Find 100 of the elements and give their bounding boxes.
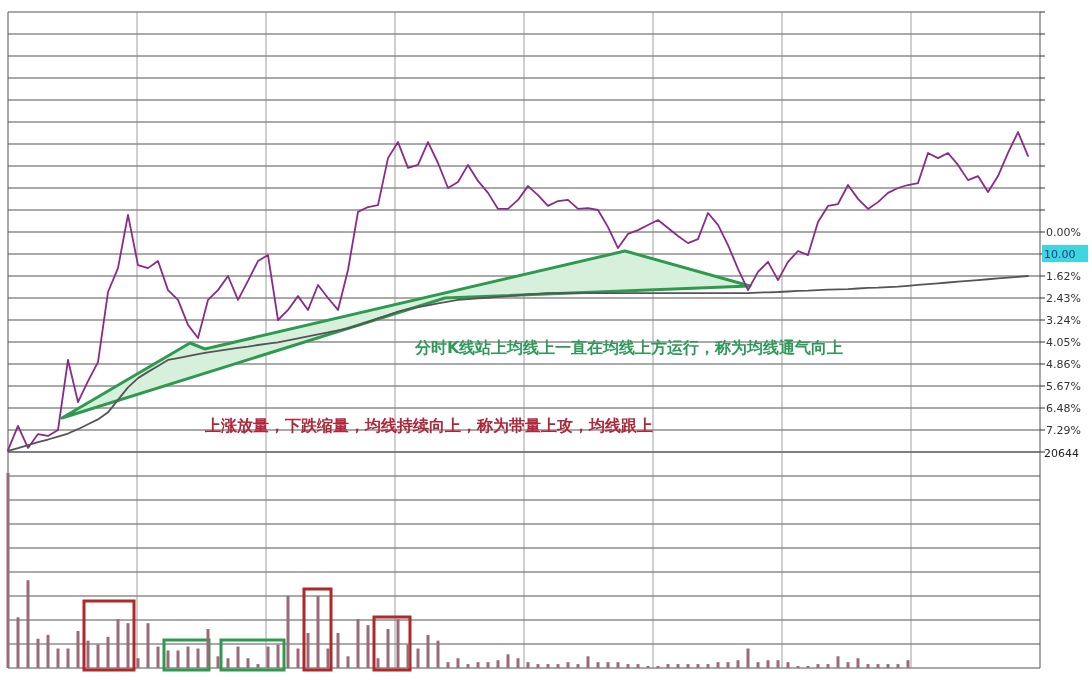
bar (496, 660, 500, 668)
bar (366, 625, 370, 668)
bar (76, 630, 80, 668)
bar (426, 634, 430, 668)
bar (746, 648, 750, 668)
bar (686, 664, 690, 668)
text: 20644 (1044, 447, 1079, 460)
y-tick-label: 2.43% (1046, 292, 1081, 305)
bar (236, 646, 240, 668)
bar (406, 644, 410, 668)
bar (196, 648, 200, 668)
bar (586, 656, 590, 668)
bar (736, 660, 740, 668)
bar (256, 664, 260, 668)
bar (596, 662, 600, 668)
bar (526, 662, 530, 668)
bar (726, 662, 730, 668)
bar (506, 654, 510, 668)
bar (846, 662, 850, 668)
bar (266, 646, 270, 668)
bar (386, 629, 390, 668)
bar (276, 644, 280, 668)
bar (126, 623, 130, 668)
bar (346, 656, 350, 668)
bar (146, 623, 150, 668)
bar (116, 619, 120, 668)
bar (776, 660, 780, 668)
bar (666, 664, 670, 668)
bar (856, 658, 860, 668)
bar (816, 664, 820, 668)
y-tick-label: 0.00% (1046, 226, 1081, 239)
y-tick-label: 6.48% (1046, 402, 1081, 415)
bar (296, 648, 300, 668)
bar (86, 640, 90, 668)
bar (226, 658, 230, 668)
bar (16, 617, 20, 668)
bar (26, 580, 30, 668)
bar (716, 662, 720, 668)
bar (636, 664, 640, 668)
y-tick-label: 1.62% (1046, 270, 1081, 283)
bar (836, 656, 840, 668)
bar (286, 595, 290, 668)
bar (156, 646, 160, 668)
y-tick-label: 3.24% (1046, 314, 1081, 327)
bar (356, 619, 360, 668)
y-tick-label: 7.29% (1046, 424, 1081, 437)
bar (786, 662, 790, 668)
bar (96, 644, 100, 668)
bar (176, 650, 180, 668)
bar (376, 658, 380, 668)
bar (546, 664, 550, 668)
bar (46, 634, 50, 668)
bar (66, 648, 70, 668)
text: 10.00 (1044, 248, 1076, 261)
bar (36, 638, 40, 668)
annotation: 上涨放量，下跌缩量，均线持续向上，称为带量上攻，均线跟上 (204, 416, 653, 435)
bar (326, 648, 330, 668)
bar (876, 664, 880, 668)
bar (476, 662, 480, 668)
bar (6, 473, 10, 668)
bar (906, 660, 910, 668)
bar (626, 664, 630, 668)
bar (536, 664, 540, 668)
bar (106, 636, 110, 668)
bar (446, 662, 450, 668)
bar (206, 629, 210, 668)
bar (566, 662, 570, 668)
bar (136, 658, 140, 668)
bar (756, 662, 760, 668)
bar (316, 595, 320, 668)
bar (616, 662, 620, 668)
bar (826, 664, 830, 668)
bar (766, 660, 770, 668)
bar (336, 632, 340, 668)
bar (436, 640, 440, 668)
bar (576, 664, 580, 668)
annotation: 分时K线站上均线上一直在均线上方运行，称为均线通气向上 (414, 338, 844, 357)
bar (866, 664, 870, 668)
bar (516, 658, 520, 668)
y-tick-label: 4.05% (1046, 336, 1081, 349)
bar (456, 658, 460, 668)
bar (676, 664, 680, 668)
bar (216, 656, 220, 668)
bar (896, 664, 900, 668)
bar (186, 646, 190, 668)
bar (396, 619, 400, 668)
bar (606, 662, 610, 668)
bar (696, 664, 700, 668)
bar (886, 664, 890, 668)
y-tick-label: 5.67% (1046, 380, 1081, 393)
bar (56, 648, 60, 668)
bar (306, 632, 310, 668)
bar (246, 658, 250, 668)
bar (486, 662, 490, 668)
bar (706, 664, 710, 668)
bar (556, 664, 560, 668)
bar (166, 650, 170, 668)
bar (466, 664, 470, 668)
bar (416, 648, 420, 668)
y-tick-label: 4.86% (1046, 358, 1081, 371)
